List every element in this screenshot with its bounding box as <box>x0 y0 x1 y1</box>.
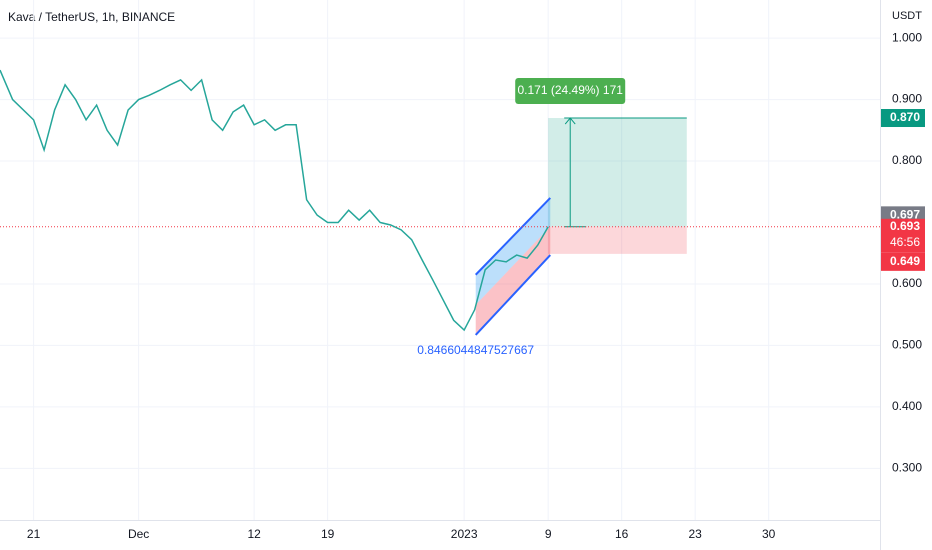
x-tick-label: 30 <box>762 527 776 541</box>
y-tick-label: 0.300 <box>892 461 922 475</box>
x-tick-label: 23 <box>688 527 702 541</box>
loss-zone <box>548 226 687 254</box>
x-tick-label: 12 <box>247 527 261 541</box>
y-tick-label: 0.600 <box>892 276 922 290</box>
target-label-box <box>881 109 925 128</box>
profit-zone <box>548 118 687 227</box>
x-tick-label: 9 <box>545 527 552 541</box>
x-tick-label: 2023 <box>451 527 478 541</box>
target-label: 0.870 <box>890 110 920 124</box>
entry-label: 0.693 <box>890 219 920 233</box>
y-tick-label: 0.500 <box>892 338 922 352</box>
price-series <box>0 69 549 332</box>
stop-label: 0.649 <box>890 254 920 268</box>
arrow-head <box>564 117 576 125</box>
x-tick-label: 21 <box>27 527 41 541</box>
x-tick-label: Dec <box>128 527 149 541</box>
entry-label-box <box>881 218 925 253</box>
y-tick-label: 0.800 <box>892 153 922 167</box>
channel-label: 0.8466044847527667 <box>417 343 534 357</box>
y-tick-label: 1.000 <box>892 30 922 44</box>
channel-upper <box>474 197 551 276</box>
annotation-box <box>515 78 626 105</box>
annotation: 0.171 (24.49%) 171 <box>518 83 624 97</box>
last-price-label: 0.697 <box>890 208 920 222</box>
x-tick-label: 19 <box>321 527 335 541</box>
y-tick-label: 0.400 <box>892 399 922 413</box>
x-tick-label: 16 <box>615 527 629 541</box>
channel-fill-upper <box>475 197 551 305</box>
channel-lower <box>474 254 551 336</box>
y-tick-label: 0.900 <box>892 92 922 106</box>
stop-label-box <box>881 252 925 271</box>
countdown: 46:56 <box>890 235 920 249</box>
chart-title: Kava / TetherUS, 1h, BINANCE <box>8 10 175 24</box>
y-axis-label: USDT <box>892 10 922 22</box>
